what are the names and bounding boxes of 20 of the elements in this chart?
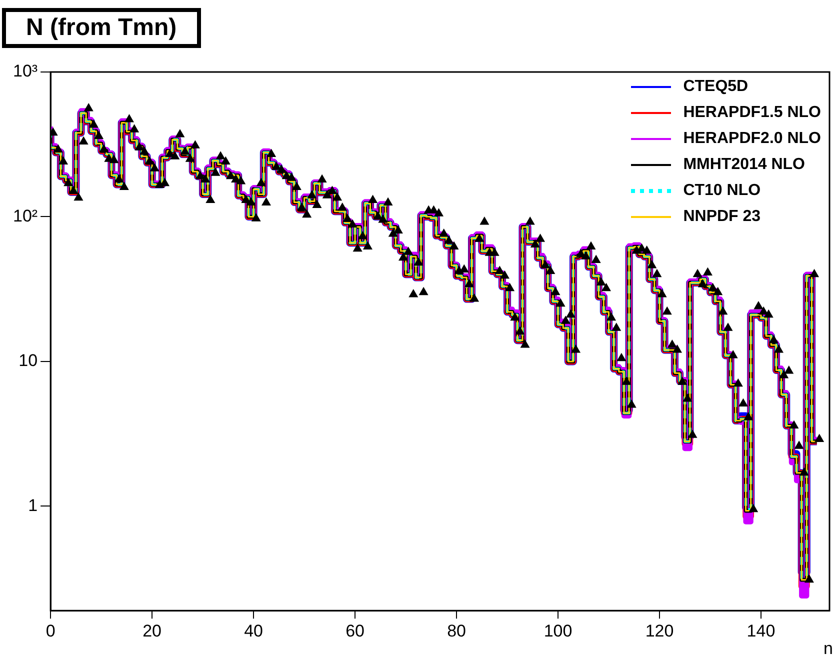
x-tick-label: 140 (746, 621, 776, 640)
legend-label: NNPDF 23 (683, 208, 761, 226)
x-tick-label: 120 (645, 621, 674, 640)
legend-label: CTEQ5D (683, 78, 748, 96)
x-tick-label: 100 (544, 621, 572, 640)
x-tick-label: 60 (346, 621, 364, 640)
chart-title: N (from Tmn) (2, 8, 201, 48)
legend-label: HERAPDF2.0 NLO (683, 130, 821, 148)
legend-label: MMHT2014 NLO (683, 156, 805, 174)
x-tick-label: 20 (142, 621, 162, 640)
y-tick-label: 10³ (12, 62, 38, 81)
y-tick-label: 10² (12, 206, 38, 226)
x-tick-label: 80 (447, 621, 466, 640)
x-tick-label: 40 (244, 621, 264, 640)
legend-label: CT10 NLO (683, 182, 761, 200)
y-tick-label: 1 (28, 496, 38, 515)
x-tick-label: 0 (46, 621, 56, 640)
y-tick-label: 10 (18, 351, 38, 370)
x-axis-title: n (824, 639, 833, 659)
legend-label: HERAPDF1.5 NLO (683, 104, 821, 122)
